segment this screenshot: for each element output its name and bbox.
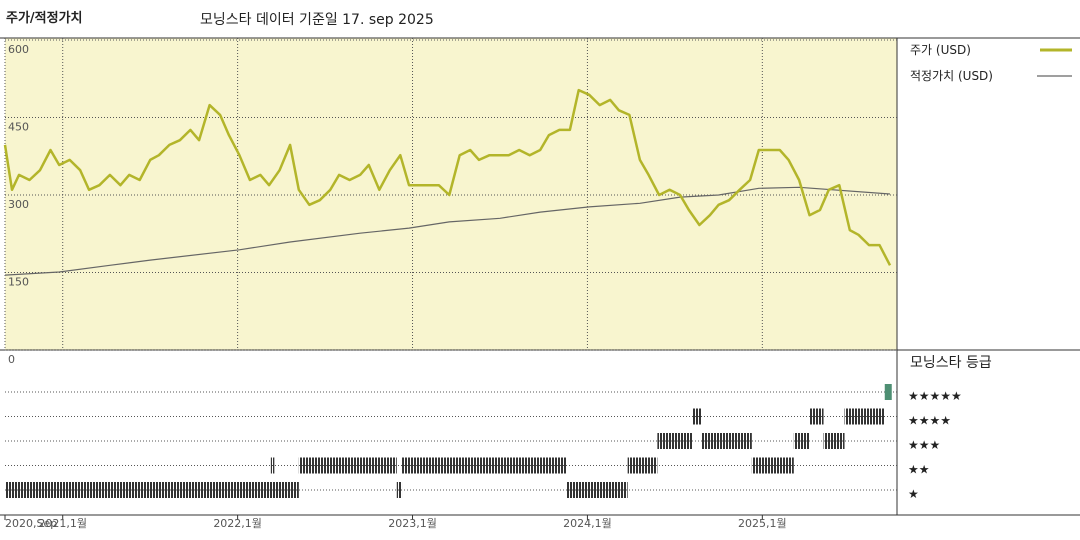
- rating-segment: [396, 482, 403, 498]
- rating-segment: [692, 408, 702, 425]
- y-tick-label: 0: [8, 353, 15, 366]
- plot-background: [5, 38, 897, 350]
- rating-segment: [5, 482, 299, 498]
- chart-subtitle: 모닝스타 데이터 기준일 17. sep 2025: [200, 12, 434, 28]
- rating-segment: [270, 457, 275, 474]
- rating-segment: [402, 457, 567, 474]
- x-tick-label: 2025,1월: [738, 517, 787, 530]
- y-tick-label: 600: [8, 43, 29, 56]
- y-tick-label: 450: [8, 121, 29, 134]
- y-tick-label: 150: [8, 276, 29, 289]
- row-label: ★★★★★: [908, 389, 962, 403]
- rating-segment: [793, 433, 810, 449]
- rating-segment: [809, 408, 824, 425]
- legend-label: 주가 (USD): [910, 43, 971, 57]
- rating-segment: [844, 408, 885, 425]
- row-label: ★★★: [908, 438, 940, 452]
- rating-segment: [298, 457, 397, 474]
- x-tick-label: 2023,1월: [388, 517, 437, 530]
- rating-segment: [701, 433, 752, 449]
- x-tick-label: 2022,1월: [213, 517, 262, 530]
- rating-segment: [823, 433, 845, 449]
- rating-segment: [566, 482, 628, 498]
- rating-segment: [884, 384, 892, 400]
- rating-segment: [751, 457, 794, 474]
- x-tick-label: 2020,Sep: [5, 517, 57, 530]
- legend-label: 적정가치 (USD): [910, 69, 993, 83]
- chart-title: 주가/적정가치: [6, 10, 83, 26]
- x-tick-label: 2021,1월: [38, 517, 87, 530]
- row-label: ★★★★: [908, 414, 951, 428]
- x-tick-label: 2024,1월: [563, 517, 612, 530]
- row-label: ★★: [908, 463, 930, 477]
- rating-segment: [657, 433, 693, 449]
- y-tick-label: 300: [8, 198, 29, 211]
- series-line: [3, 88, 892, 266]
- rating-segment: [627, 457, 658, 474]
- row-label: ★: [908, 487, 919, 501]
- rating-title: 모닝스타 등급: [910, 355, 992, 371]
- series-line: [4, 186, 891, 276]
